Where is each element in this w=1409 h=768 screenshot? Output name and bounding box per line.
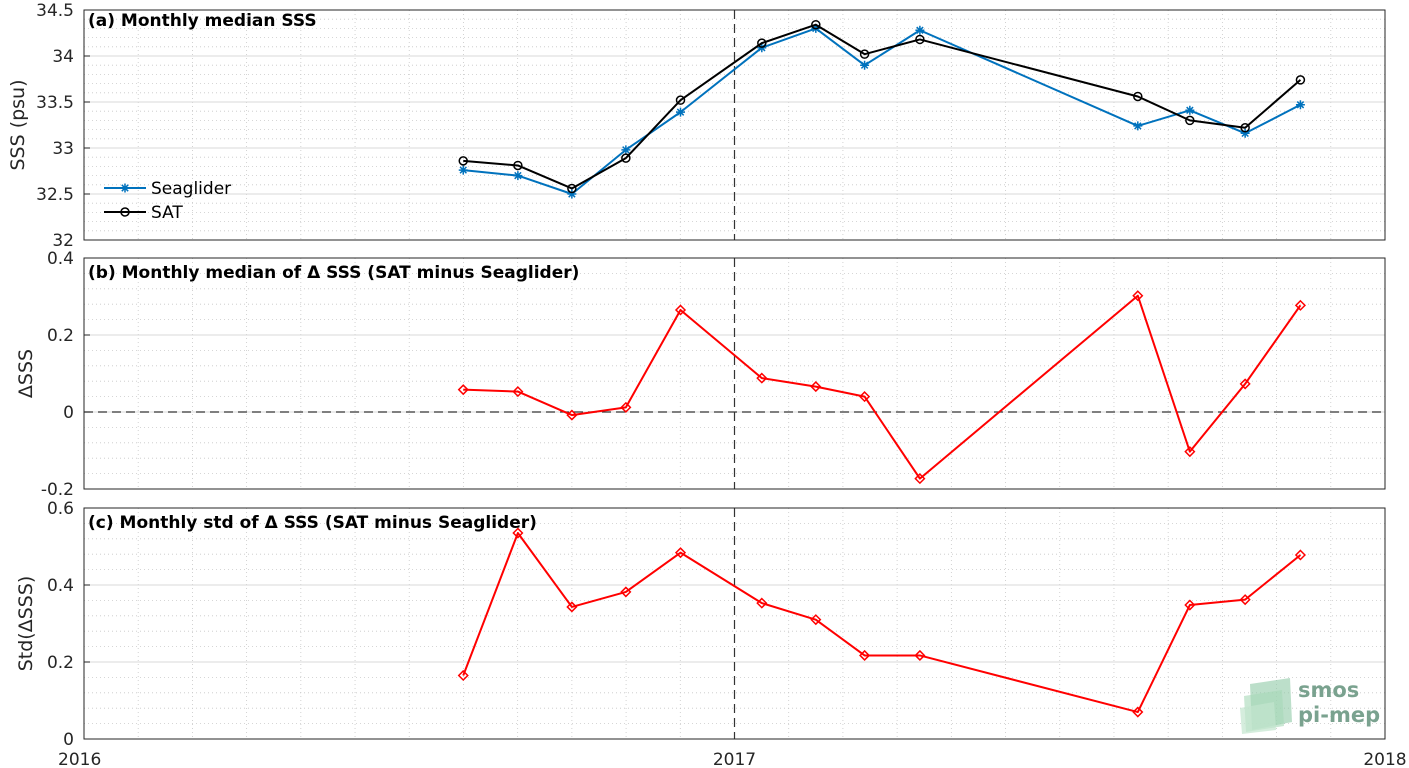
data-point	[1133, 121, 1143, 131]
y-tick-label: 33.5	[36, 93, 74, 113]
y-tick-label: 34.5	[36, 1, 74, 21]
data-point	[675, 95, 686, 105]
x-axis-ticks: 2016 2017 2018	[58, 750, 1407, 768]
data-point	[810, 614, 822, 626]
data-point	[621, 145, 631, 155]
legend-sat-marker	[120, 207, 130, 217]
legend-seaglider-label: Seaglider	[151, 179, 231, 199]
legend-seaglider-marker	[120, 183, 130, 193]
data-point	[756, 597, 768, 609]
panel-a-legend: Seaglider SAT	[104, 179, 231, 223]
y-tick-label: 0.4	[47, 249, 74, 269]
data-point	[457, 669, 469, 682]
panel-a-series	[458, 19, 1306, 199]
data-point	[1132, 706, 1144, 718]
data-point	[1240, 123, 1250, 133]
panel-c-series	[457, 527, 1307, 718]
data-point	[811, 19, 821, 30]
panel-b-title: (b) Monthly median of Δ SSS (SAT minus S…	[88, 263, 579, 283]
panel-b-frame	[83, 257, 1386, 490]
panel-a-frame	[83, 9, 1386, 241]
panel-c-y-ticks: 0 0.2 0.4 0.6	[47, 499, 90, 750]
data-point	[1133, 91, 1143, 102]
panel-a-y-label: SSS (psu)	[7, 79, 29, 170]
data-point	[859, 391, 871, 403]
y-tick-label: 34	[52, 47, 74, 67]
data-point	[457, 384, 469, 396]
data-point	[914, 473, 926, 485]
y-tick-label: 32.5	[36, 185, 74, 205]
data-point	[674, 547, 687, 559]
data-point	[1239, 594, 1251, 606]
data-point	[1240, 128, 1250, 138]
data-point	[620, 586, 632, 598]
data-point	[756, 372, 768, 384]
panel-b-series	[457, 290, 1307, 485]
data-point	[1294, 549, 1307, 561]
data-point	[674, 304, 687, 316]
y-tick-label: 32	[52, 231, 74, 251]
data-point	[1184, 599, 1196, 611]
data-point	[566, 601, 578, 613]
panel-c-frame	[83, 507, 1386, 740]
panel-c-std-delta-sss: 0 0.2 0.4 0.6 (c) Monthly std of Δ SSS (SAT…	[15, 499, 1386, 750]
data-point	[914, 649, 926, 662]
data-point	[566, 409, 578, 421]
data-point	[915, 34, 925, 45]
panel-b-grid	[83, 257, 1386, 490]
logo-text-smos: smos	[1298, 678, 1359, 702]
data-point	[621, 153, 631, 163]
data-point	[1295, 100, 1305, 110]
panel-b-y-label: ΔSSS	[15, 349, 37, 398]
y-tick-label: 0.6	[47, 499, 74, 519]
data-point	[860, 60, 870, 70]
panel-a-monthly-median-sss: 32 32.5 33 33.5 34 34.5 (a) Monthly median SS…	[7, 1, 1386, 251]
y-tick-label: 33	[52, 139, 74, 159]
data-point	[513, 171, 523, 181]
logo-mark-front	[1240, 702, 1276, 734]
data-point	[1294, 299, 1307, 311]
data-point	[1295, 75, 1306, 85]
y-tick-label: 0.2	[47, 326, 74, 346]
logo-text-pi-mep: pi-mep	[1298, 703, 1380, 727]
smos-pi-mep-logo: smos pi-mep	[1240, 678, 1380, 734]
data-point	[1132, 290, 1144, 302]
series-line	[462, 532, 1302, 714]
panel-c-y-label: Std(ΔSSS)	[15, 576, 37, 672]
panel-b-median-delta-sss: -0.2 0 0.2 0.4 (b) Monthly median of Δ SSS …	[15, 249, 1386, 500]
data-point	[1185, 115, 1195, 126]
data-point	[567, 189, 577, 199]
data-point	[810, 381, 822, 393]
data-point	[458, 156, 468, 166]
y-tick-label: 0	[63, 403, 74, 423]
y-tick-label: 0.4	[47, 576, 74, 596]
y-tick-label: 0	[63, 730, 74, 750]
data-point	[915, 25, 925, 35]
y-tick-label: -0.2	[41, 480, 74, 500]
data-point	[757, 38, 767, 48]
series-line	[463, 294, 1302, 480]
panel-c-grid	[83, 507, 1386, 740]
data-point	[676, 107, 686, 117]
x-tick-label: 2017	[713, 750, 756, 768]
data-point	[1239, 378, 1251, 390]
y-tick-label: 0.2	[47, 653, 74, 673]
data-point	[1184, 446, 1196, 458]
x-tick-label: 2018	[1363, 750, 1406, 768]
series-line	[463, 23, 1302, 190]
data-point	[567, 183, 577, 194]
data-point	[513, 160, 523, 171]
data-point	[859, 49, 870, 59]
x-tick-label: 2016	[58, 750, 101, 768]
panel-a-title: (a) Monthly median SSS	[88, 11, 317, 31]
data-point	[512, 527, 524, 539]
data-point	[512, 386, 524, 398]
data-point	[458, 165, 468, 175]
data-point	[859, 649, 871, 662]
data-point	[1185, 105, 1195, 115]
legend-sat-label: SAT	[151, 203, 183, 223]
panel-c-title: (c) Monthly std of Δ SSS (SAT minus Seag…	[88, 513, 537, 533]
data-point	[620, 401, 632, 413]
